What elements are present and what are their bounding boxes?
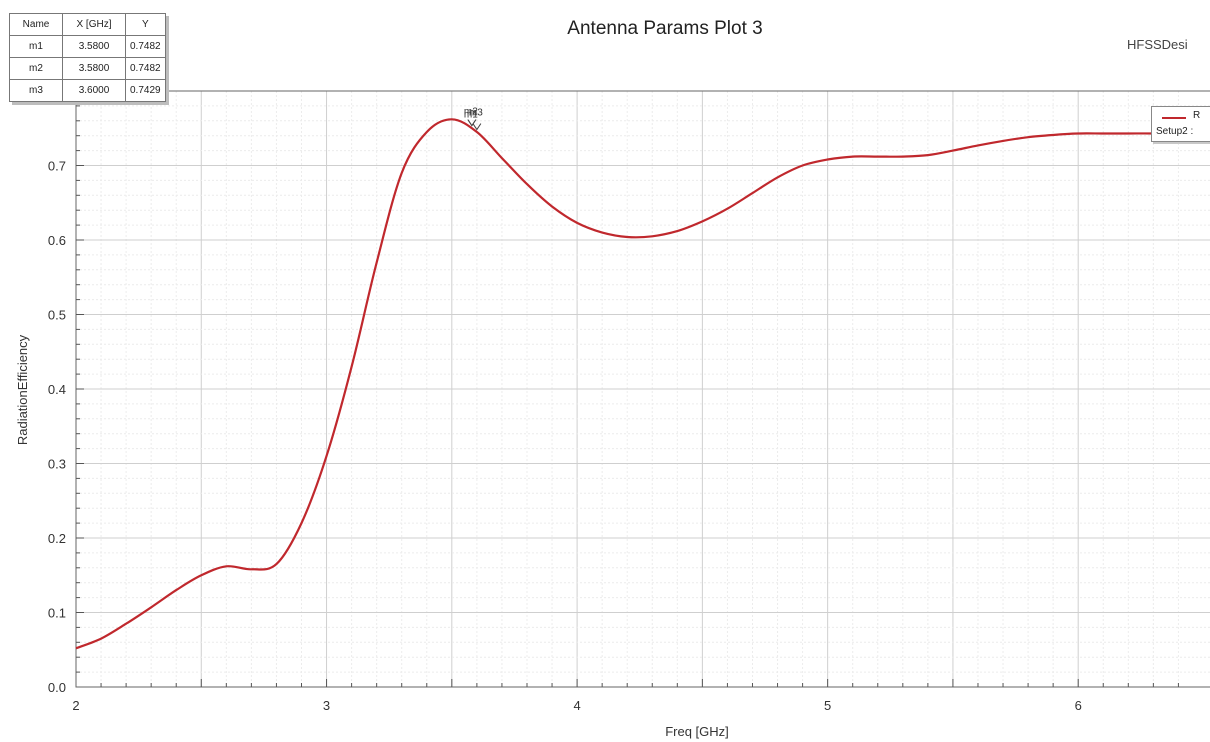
series-line <box>75 118 1204 650</box>
marker-label: m2 <box>464 107 478 118</box>
marker-table-cell: 0.7482 <box>125 57 166 80</box>
marker-table-cell: m2 <box>9 57 63 80</box>
y-tick-label: 0.5 <box>48 308 66 323</box>
marker-arrow-icon <box>472 123 482 131</box>
y-axis-title: RadiationEfficiency <box>15 334 30 445</box>
app-label: HFSSDesi <box>1127 37 1188 52</box>
y-tick-label: 0.3 <box>48 457 66 472</box>
y-tick-label: 0.4 <box>48 382 66 397</box>
marker-table-cell: 3.6000 <box>62 79 126 102</box>
marker-table-header-x: X [GHz] <box>62 13 126 36</box>
marker-label: m1 <box>464 110 478 121</box>
y-tick-label: 0.6 <box>48 233 66 248</box>
marker-table-cell: 3.5800 <box>62 35 126 58</box>
marker-table-row: m2 3.5800 0.7482 <box>9 57 166 80</box>
marker-table-header-name: Name <box>9 13 63 36</box>
x-tick-label: 3 <box>323 698 330 713</box>
y-tick-label: 0.7 <box>48 159 66 174</box>
marker-table-cell: m3 <box>9 79 63 102</box>
x-axis-title: Freq [GHz] <box>665 724 729 739</box>
marker-table-cell: m1 <box>9 35 63 58</box>
marker-table: Name X [GHz] Y m1 3.5800 0.7482 m2 3.580… <box>9 13 166 102</box>
series-layer <box>75 118 1204 650</box>
marker-table-row: m3 3.6000 0.7429 <box>9 79 166 102</box>
marker-table-row: m1 3.5800 0.7482 <box>9 35 166 58</box>
y-tick-label: 0.0 <box>48 680 66 695</box>
y-tick-label: 0.2 <box>48 531 66 546</box>
legend-series-name: R <box>1193 110 1201 121</box>
legend[interactable]: R Setup2 : <box>1151 106 1210 142</box>
marker-label: m3 <box>469 108 483 119</box>
y-tick-label: 0.1 <box>48 606 66 621</box>
x-tick-label: 5 <box>824 698 831 713</box>
marker-arrow-icon <box>467 119 477 127</box>
marker-table-header-y: Y <box>125 13 166 36</box>
legend-line-swatch <box>1162 117 1186 119</box>
axis-ticks: 2 3 4 5 6 0.0 0.1 0.2 0.3 0.4 0.5 0.6 0.7 <box>48 105 1179 713</box>
plot-grid <box>76 91 1210 687</box>
marker-table-cell: 0.7429 <box>125 79 166 102</box>
legend-setup-label: Setup2 : <box>1156 126 1194 137</box>
x-tick-label: 2 <box>72 698 79 713</box>
marker-table-cell: 0.7482 <box>125 35 166 58</box>
x-tick-label: 6 <box>1075 698 1082 713</box>
marker-table-header: Name X [GHz] Y <box>9 13 166 36</box>
chart-title: Antenna Params Plot 3 <box>567 18 762 39</box>
marker-table-cell: 3.5800 <box>62 57 126 80</box>
x-tick-label: 4 <box>573 698 580 713</box>
